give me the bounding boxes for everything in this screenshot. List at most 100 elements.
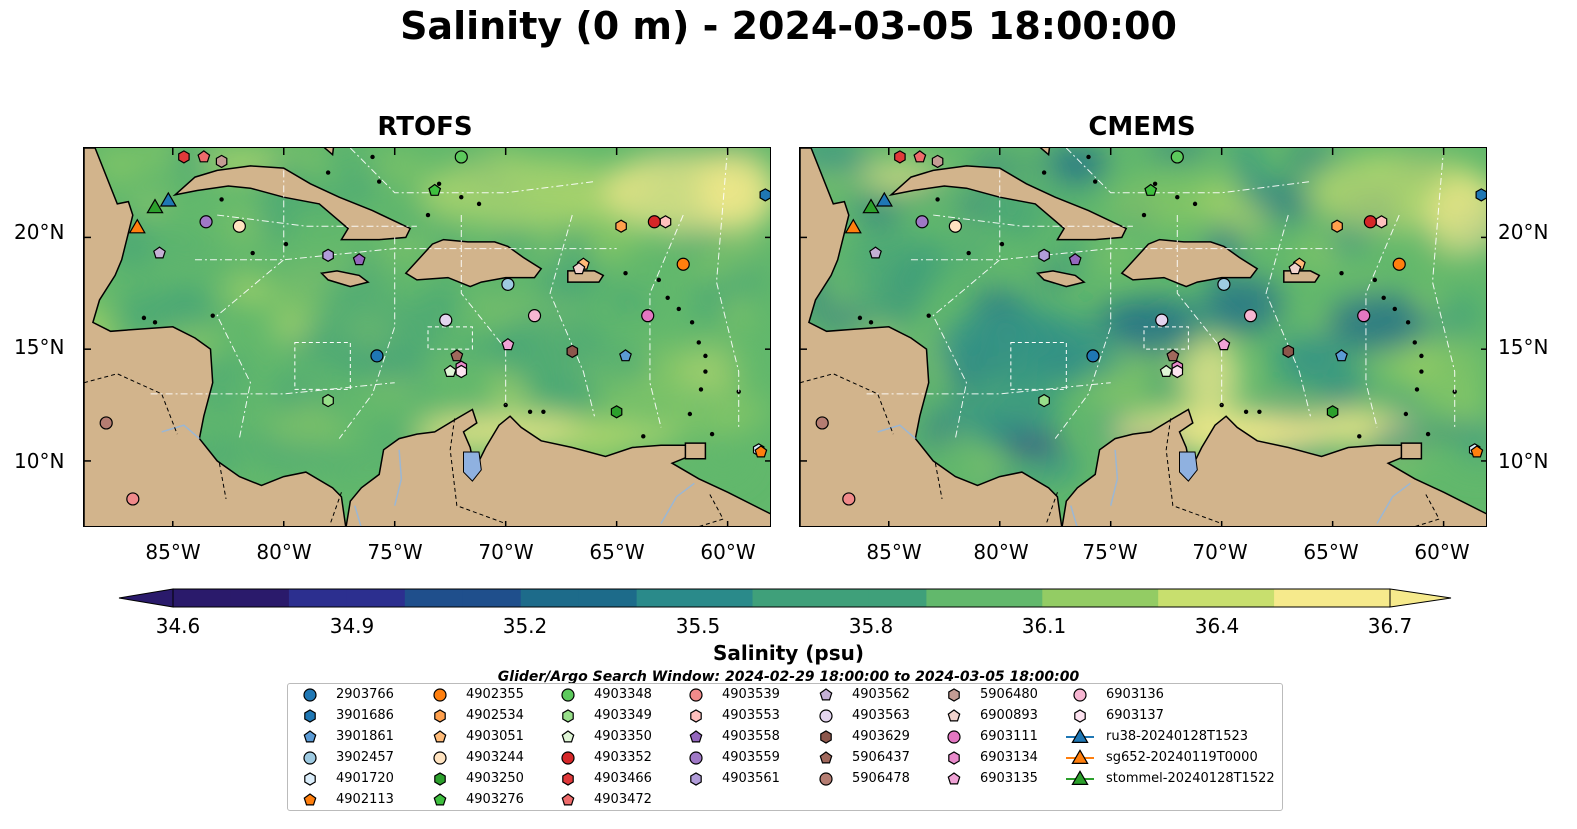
eez-boundary bbox=[1365, 214, 1400, 428]
river bbox=[161, 424, 200, 440]
land-mass bbox=[1061, 408, 1486, 526]
legend-swatch bbox=[819, 688, 833, 701]
marker-4903561 bbox=[322, 248, 334, 262]
marker-6900893 bbox=[572, 261, 586, 275]
marker-6903111 bbox=[641, 309, 655, 323]
legend-label: 5906480 bbox=[980, 687, 1038, 702]
legend-marker bbox=[819, 709, 833, 723]
marker-6903111 bbox=[1357, 309, 1371, 323]
island bbox=[250, 250, 255, 256]
legend-swatch bbox=[433, 751, 447, 765]
island bbox=[1086, 154, 1091, 160]
legend-marker bbox=[947, 730, 961, 744]
marker-6903137 bbox=[455, 364, 468, 379]
legend-marker bbox=[948, 688, 960, 702]
eez-boundary bbox=[1265, 214, 1311, 417]
legend-label: 6903136 bbox=[1106, 687, 1164, 702]
colorbar-segment bbox=[346, 589, 406, 607]
island bbox=[370, 154, 375, 160]
island bbox=[1381, 295, 1386, 300]
legend-marker bbox=[303, 730, 317, 743]
legend-marker bbox=[562, 709, 574, 723]
colorbar-tick-label: 36.1 bbox=[1021, 614, 1067, 638]
country-border bbox=[449, 418, 506, 524]
legend-label: 4903051 bbox=[466, 729, 524, 744]
legend-marker bbox=[1074, 709, 1086, 723]
colorbar-extend-high bbox=[1389, 588, 1452, 608]
legend-marker bbox=[303, 793, 317, 806]
island bbox=[376, 179, 382, 184]
eez-boundary bbox=[194, 248, 617, 261]
island bbox=[1152, 181, 1158, 186]
marker-4903466 bbox=[894, 150, 906, 164]
river bbox=[877, 424, 916, 440]
legend-label: 4903349 bbox=[594, 708, 652, 723]
lon-label-80w-rtofs: 80°W bbox=[256, 540, 312, 564]
legend-swatch bbox=[689, 730, 703, 743]
marker-4903559 bbox=[915, 215, 929, 229]
island bbox=[1175, 194, 1180, 200]
island bbox=[703, 353, 708, 359]
lat-label-10n-left: 10°N bbox=[14, 449, 65, 473]
marker-4903348 bbox=[454, 150, 468, 164]
marker-4902113 bbox=[1470, 445, 1484, 458]
legend-swatch bbox=[1074, 709, 1086, 723]
land-mass bbox=[84, 148, 347, 526]
marker-6900893 bbox=[1288, 261, 1302, 275]
legend-marker bbox=[947, 709, 961, 722]
legend-label: 4903553 bbox=[722, 708, 780, 723]
colorbar-segment bbox=[1158, 589, 1217, 607]
legend-swatch bbox=[561, 688, 575, 702]
legend-marker bbox=[434, 772, 446, 786]
legend-swatch bbox=[561, 793, 575, 806]
colorbar-tick-label: 36.4 bbox=[1194, 614, 1240, 638]
island bbox=[1257, 409, 1262, 414]
legend-swatch bbox=[947, 730, 961, 744]
country-border bbox=[800, 373, 894, 435]
marker-4903352 bbox=[1363, 215, 1377, 229]
island bbox=[476, 201, 482, 207]
legend-swatch bbox=[948, 751, 960, 765]
marker-6903137 bbox=[1171, 364, 1184, 379]
legend-label: 4903348 bbox=[594, 687, 652, 702]
island bbox=[696, 340, 701, 345]
legend-label: 4902355 bbox=[466, 687, 524, 702]
marker-5906478 bbox=[815, 416, 829, 430]
marker-6903136 bbox=[527, 309, 542, 323]
legend-label: 4903559 bbox=[722, 750, 780, 765]
lon-label-80w-cmems: 80°W bbox=[973, 540, 1029, 564]
lon-label-70w-cmems: 70°W bbox=[1192, 540, 1248, 564]
legend-marker bbox=[434, 709, 446, 723]
island bbox=[1405, 320, 1411, 325]
island bbox=[857, 315, 863, 321]
lon-label-60w-rtofs: 60°W bbox=[700, 540, 756, 564]
country-border bbox=[1045, 492, 1058, 524]
legend-label: sg652-20240119T0000 bbox=[1106, 750, 1258, 765]
marker-4902355 bbox=[1392, 257, 1406, 271]
country-border bbox=[699, 494, 724, 526]
legend-swatch bbox=[947, 772, 961, 785]
colorbar-segment bbox=[1274, 589, 1333, 607]
legend-marker bbox=[690, 709, 702, 723]
island bbox=[709, 431, 715, 437]
island bbox=[425, 212, 431, 218]
legend-swatch bbox=[433, 688, 447, 702]
legend-marker bbox=[561, 688, 575, 702]
legend-label: 4903558 bbox=[722, 729, 780, 744]
colorbar bbox=[118, 588, 1452, 608]
island bbox=[436, 181, 442, 186]
legend-label: 6903137 bbox=[1106, 708, 1164, 723]
country-border bbox=[1415, 494, 1440, 526]
legend-label: 3902457 bbox=[336, 750, 394, 765]
marker-4902113 bbox=[754, 445, 768, 458]
marker-4903349 bbox=[1038, 393, 1050, 408]
lake-maracaibo bbox=[463, 451, 482, 482]
colorbar-segment bbox=[1042, 589, 1101, 607]
marker-4902355 bbox=[676, 257, 690, 271]
colorbar-segment bbox=[173, 589, 232, 607]
colorbar-segment bbox=[288, 589, 348, 607]
panel-title-cmems: CMEMS bbox=[1088, 112, 1196, 142]
marker-4903472 bbox=[913, 150, 927, 163]
legend-label: 4903539 bbox=[722, 687, 780, 702]
land-mass bbox=[1120, 238, 1259, 288]
